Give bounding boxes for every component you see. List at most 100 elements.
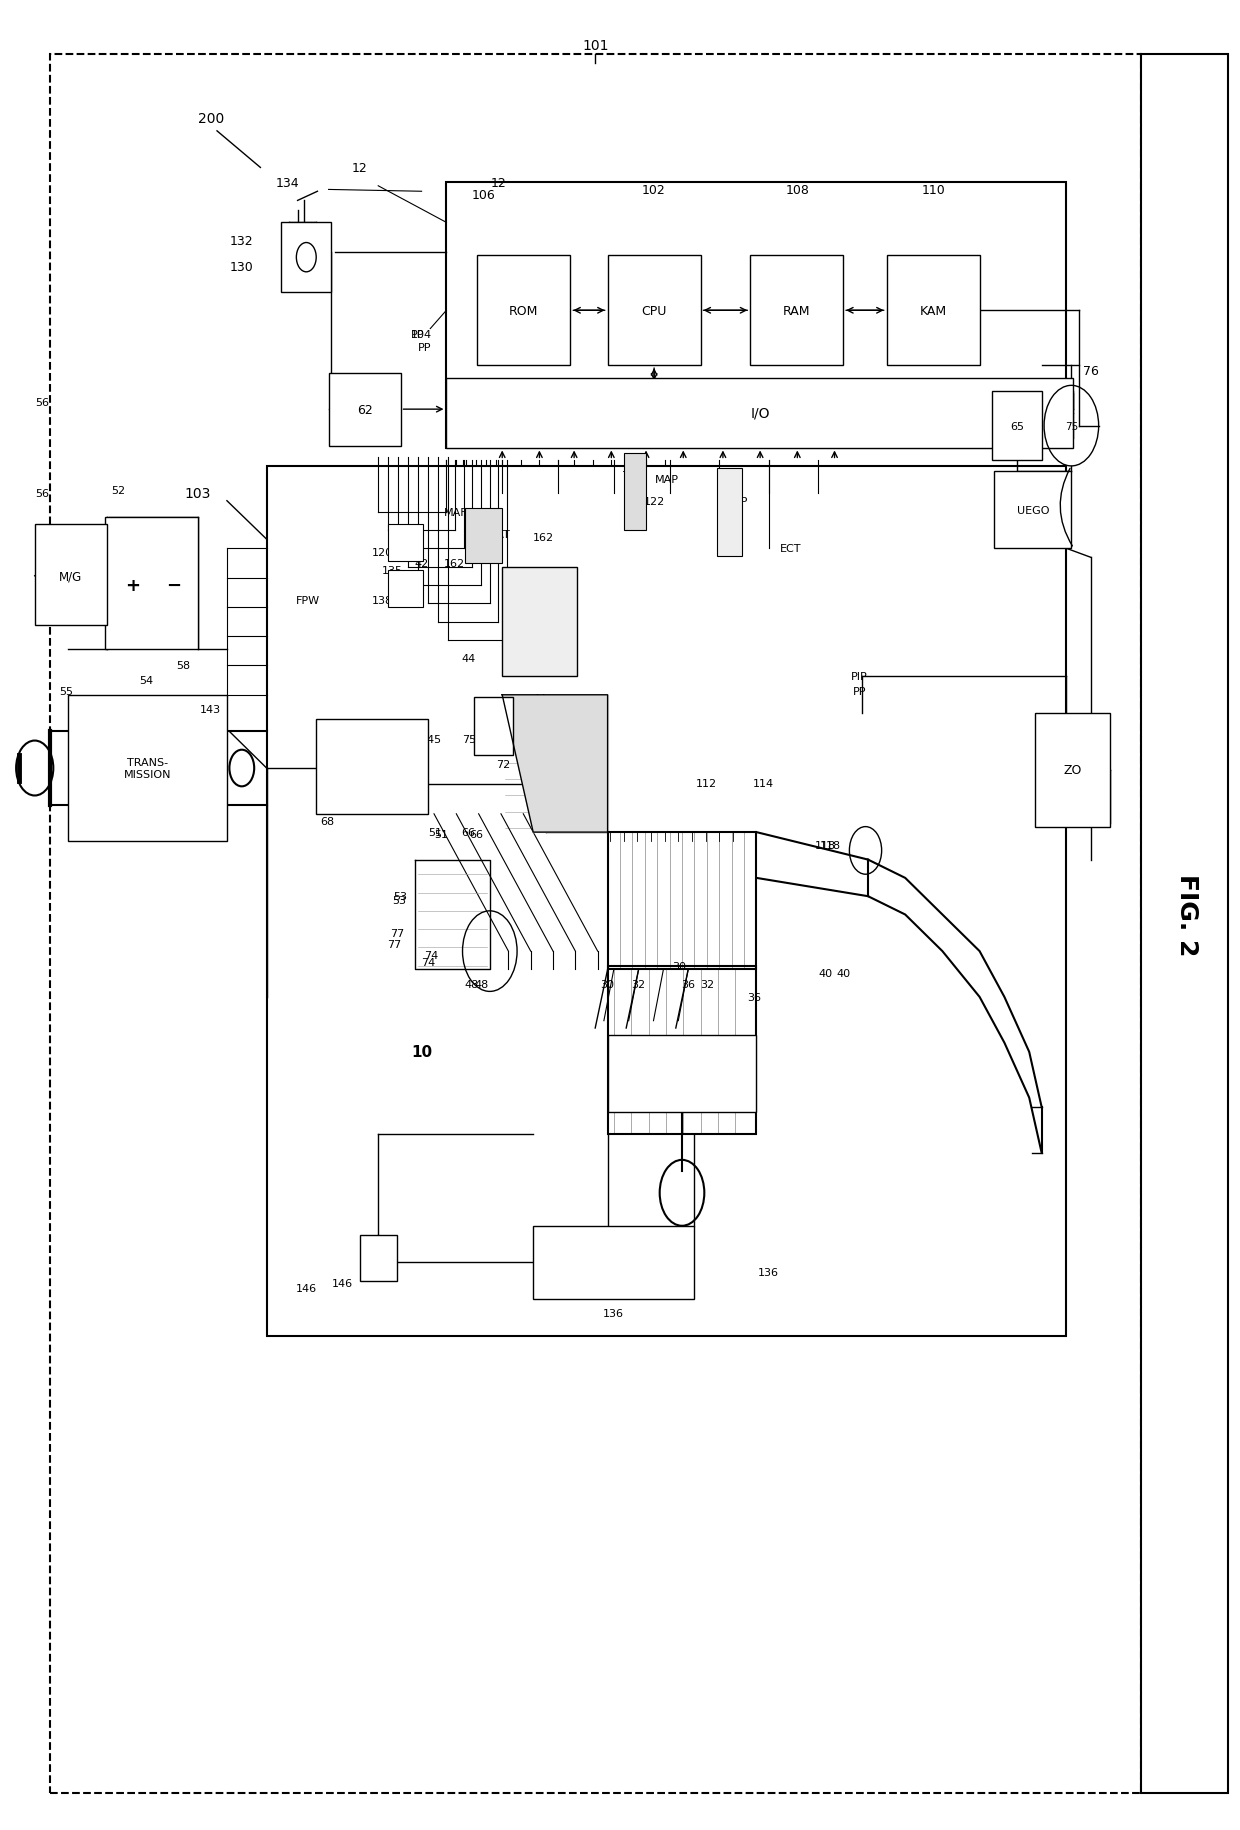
Text: CPU: CPU <box>641 304 667 318</box>
Text: 12: 12 <box>491 176 506 190</box>
Text: 48: 48 <box>464 979 479 990</box>
FancyBboxPatch shape <box>502 567 577 677</box>
Text: 74: 74 <box>424 950 439 961</box>
Text: 51: 51 <box>434 829 449 840</box>
Text: 120: 120 <box>371 547 393 558</box>
Text: 12: 12 <box>352 161 367 176</box>
Text: 118: 118 <box>820 840 842 851</box>
Text: 110: 110 <box>921 183 946 198</box>
FancyBboxPatch shape <box>388 525 423 562</box>
Text: 40: 40 <box>836 968 851 979</box>
Text: 56: 56 <box>35 489 50 500</box>
Text: 36: 36 <box>681 979 696 990</box>
Text: IAT: IAT <box>494 529 511 540</box>
Text: 200: 200 <box>198 112 224 126</box>
Text: 66: 66 <box>469 829 484 840</box>
Text: 74: 74 <box>420 957 435 968</box>
Text: 136: 136 <box>759 1266 779 1277</box>
Text: 10: 10 <box>410 1045 433 1060</box>
Text: 30: 30 <box>672 961 687 972</box>
Text: ECT: ECT <box>780 544 802 554</box>
Text: 40: 40 <box>818 968 832 979</box>
FancyBboxPatch shape <box>994 472 1071 549</box>
Text: 134: 134 <box>275 176 300 190</box>
Text: TRANS-
MISSION: TRANS- MISSION <box>124 758 171 780</box>
Text: 146: 146 <box>332 1277 353 1288</box>
Text: +: + <box>125 576 140 595</box>
FancyBboxPatch shape <box>105 518 198 650</box>
FancyBboxPatch shape <box>446 183 1066 448</box>
Text: KAM: KAM <box>920 304 946 318</box>
FancyBboxPatch shape <box>1035 714 1110 827</box>
Text: 114: 114 <box>753 778 775 789</box>
FancyBboxPatch shape <box>1141 55 1228 1793</box>
Text: 108: 108 <box>785 183 810 198</box>
Text: MAP: MAP <box>655 474 680 485</box>
Text: 48: 48 <box>474 979 489 990</box>
Text: 76: 76 <box>1083 364 1099 379</box>
FancyBboxPatch shape <box>608 1036 756 1113</box>
Text: 104: 104 <box>410 329 432 340</box>
Text: MAF: MAF <box>444 507 467 518</box>
FancyBboxPatch shape <box>35 525 107 626</box>
FancyBboxPatch shape <box>267 467 1066 1336</box>
Text: UEGO: UEGO <box>1017 505 1049 516</box>
Text: FPW: FPW <box>295 595 320 606</box>
Text: 162: 162 <box>532 533 554 544</box>
Text: 64: 64 <box>408 598 423 609</box>
Text: 75: 75 <box>461 734 476 745</box>
FancyBboxPatch shape <box>477 256 570 366</box>
FancyBboxPatch shape <box>992 392 1042 461</box>
FancyBboxPatch shape <box>750 256 843 366</box>
Text: 102: 102 <box>641 183 666 198</box>
Text: 56: 56 <box>35 397 50 408</box>
Text: 122: 122 <box>644 496 666 507</box>
Text: 32: 32 <box>699 979 714 990</box>
Text: I/O: I/O <box>750 406 770 421</box>
Text: TP: TP <box>624 470 636 481</box>
Text: 136: 136 <box>604 1308 624 1318</box>
Text: 112: 112 <box>696 778 718 789</box>
FancyBboxPatch shape <box>533 1226 694 1299</box>
FancyBboxPatch shape <box>316 719 428 814</box>
FancyBboxPatch shape <box>887 256 980 366</box>
Text: 44: 44 <box>461 653 476 664</box>
FancyBboxPatch shape <box>608 256 701 366</box>
Text: 72: 72 <box>496 759 511 770</box>
FancyBboxPatch shape <box>474 697 513 756</box>
FancyBboxPatch shape <box>68 695 227 842</box>
Text: 52: 52 <box>110 485 125 496</box>
Text: 53: 53 <box>392 895 407 906</box>
Text: 62: 62 <box>357 403 372 417</box>
Text: 77: 77 <box>389 928 404 939</box>
FancyBboxPatch shape <box>446 379 1073 448</box>
Text: 103: 103 <box>185 487 211 501</box>
Text: 146: 146 <box>296 1283 317 1294</box>
Text: 36: 36 <box>746 992 761 1003</box>
Text: 135: 135 <box>382 565 402 576</box>
Text: PP: PP <box>418 342 432 353</box>
FancyBboxPatch shape <box>388 571 423 608</box>
FancyBboxPatch shape <box>281 223 331 293</box>
Text: RAM: RAM <box>782 304 811 318</box>
Text: 68: 68 <box>320 816 334 825</box>
Text: ROM: ROM <box>510 304 538 318</box>
Text: 51: 51 <box>428 827 443 838</box>
Text: BP: BP <box>734 496 749 507</box>
Text: FIG. 2: FIG. 2 <box>1174 875 1199 955</box>
Text: 58: 58 <box>176 661 191 672</box>
FancyBboxPatch shape <box>465 509 502 564</box>
Text: 106: 106 <box>471 188 496 203</box>
Text: PIP: PIP <box>851 672 868 683</box>
FancyBboxPatch shape <box>360 1235 397 1281</box>
Text: 77: 77 <box>387 939 402 950</box>
Polygon shape <box>502 695 608 833</box>
Text: 53: 53 <box>393 891 408 902</box>
Text: 54: 54 <box>139 675 154 686</box>
Text: −: − <box>166 576 181 595</box>
Text: 132: 132 <box>229 234 253 249</box>
Text: 66: 66 <box>461 827 476 838</box>
Text: 172: 172 <box>518 748 539 759</box>
Text: 32: 32 <box>631 979 646 990</box>
FancyBboxPatch shape <box>717 468 742 556</box>
